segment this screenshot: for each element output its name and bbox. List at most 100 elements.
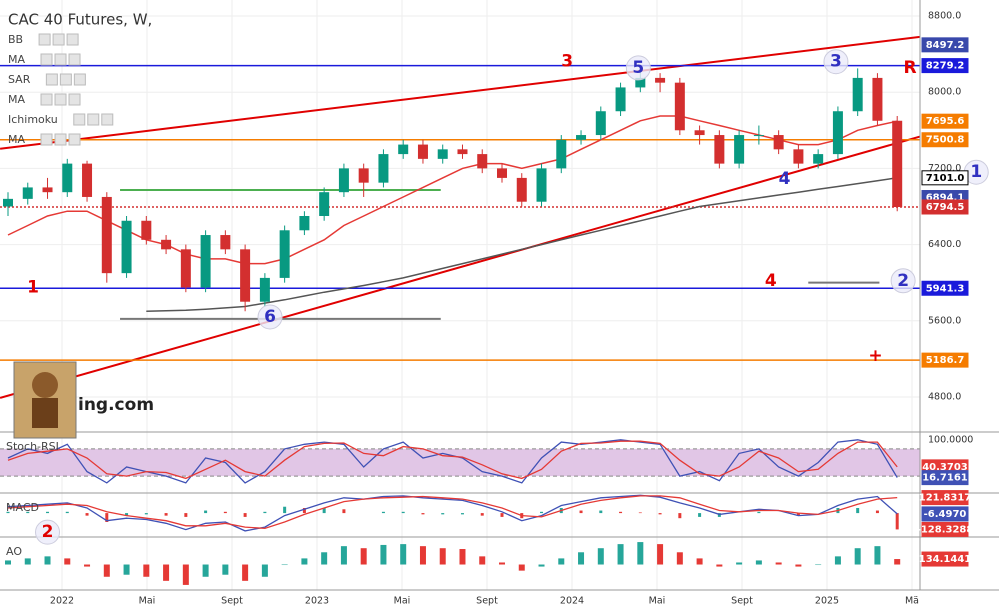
bar	[854, 548, 861, 565]
histogram-bar	[460, 513, 464, 515]
histogram-bar	[184, 513, 188, 517]
panels	[0, 439, 920, 585]
price-label: 8497.2	[926, 40, 965, 51]
bar	[479, 556, 486, 565]
indicator-icon	[68, 133, 81, 146]
line-series	[7, 495, 898, 530]
indicator-label: SAR	[8, 73, 31, 86]
bar	[736, 562, 743, 565]
histogram-bar	[796, 513, 800, 516]
chart-title: CAC 40 Futures, W,	[8, 11, 152, 29]
indicator-icon	[73, 113, 86, 126]
histogram-bar	[401, 511, 405, 514]
y-tick-label: 4800.0	[928, 391, 961, 402]
price-label-box	[921, 506, 969, 522]
indicator-icon	[38, 33, 51, 46]
y-tick-label: 8800.0	[928, 11, 961, 22]
price-label: -6.4970	[924, 509, 967, 520]
histogram-bar	[302, 508, 306, 514]
price-label-box	[921, 490, 969, 506]
candle-body	[714, 135, 725, 164]
candle-body	[635, 77, 646, 88]
price-label: -128.3288	[917, 524, 974, 535]
candle-body	[358, 168, 369, 183]
grid: 2022 Mai Sept 2023 Mai Sept 2024 Mai Sept 2025 Mä	[0, 0, 920, 607]
logo-bear	[32, 372, 58, 398]
histogram-bar	[204, 510, 208, 514]
annotation-circle	[890, 268, 916, 294]
bar	[400, 544, 407, 565]
candle-body	[180, 249, 191, 288]
histogram-bar	[164, 513, 168, 516]
candle-body	[141, 220, 152, 240]
histogram-bar	[638, 512, 642, 514]
bar	[755, 560, 762, 565]
bar	[696, 558, 703, 565]
x-tick-label: Mai	[394, 596, 411, 607]
bar	[676, 552, 683, 565]
candle-body	[378, 154, 389, 183]
indicator-icon	[87, 113, 100, 126]
candle-body	[734, 135, 745, 164]
candle-body	[3, 198, 13, 207]
candle-body	[200, 235, 211, 288]
y-tick-label: 8000.0	[928, 87, 961, 98]
price-label: 5186.7	[926, 355, 965, 366]
annotation: 4	[779, 169, 791, 189]
indicator-icon	[68, 53, 81, 66]
candle-body	[576, 135, 587, 140]
histogram-bar	[125, 513, 129, 516]
x-tick-label: 2025	[815, 596, 839, 607]
histogram-bar	[678, 513, 682, 519]
bar	[538, 564, 545, 567]
candle-body	[477, 154, 488, 169]
annotation: 5	[632, 58, 644, 78]
bar	[874, 546, 881, 565]
indicator-icon	[68, 93, 81, 106]
panel-title: MACD	[6, 501, 39, 514]
bar	[637, 542, 644, 565]
histogram-bar	[85, 513, 89, 516]
price-label-box	[921, 280, 969, 296]
candle-body	[417, 144, 428, 159]
x-tick-label: 2022	[50, 596, 74, 607]
price-label-box	[921, 132, 969, 148]
price-label: 6794.5	[926, 202, 965, 213]
histogram-bar	[658, 513, 662, 515]
histogram-bar	[757, 511, 761, 514]
bar	[301, 558, 308, 565]
histogram-bar	[579, 510, 583, 514]
bar	[123, 564, 130, 575]
bar	[281, 564, 288, 566]
candle-body	[457, 149, 468, 155]
price-label: 7695.6	[926, 116, 965, 127]
annotation: 2	[897, 271, 909, 291]
candle-body	[62, 163, 73, 193]
candle-body	[279, 230, 290, 278]
bar	[894, 559, 901, 565]
histogram-bar	[223, 511, 227, 514]
indicator-label: MA	[8, 93, 25, 106]
band	[0, 448, 920, 477]
histogram-bar	[540, 511, 544, 514]
y-tick-label: 100.0000	[928, 434, 973, 445]
bar	[340, 546, 347, 565]
candle-body	[101, 196, 112, 274]
histogram-bar	[46, 511, 50, 514]
annotation: 2	[42, 522, 54, 542]
bar	[321, 552, 328, 565]
bar	[419, 546, 426, 565]
y-tick-label: 6400.0	[928, 239, 961, 250]
indicator-icon	[54, 93, 67, 106]
histogram-bar	[619, 511, 623, 514]
indicator-icon	[40, 53, 53, 66]
price-label-box	[921, 37, 969, 53]
annotation: 1	[27, 277, 39, 297]
bar	[775, 562, 782, 565]
bar	[657, 544, 664, 565]
annotation: R	[903, 58, 916, 78]
price-label-box	[921, 170, 969, 186]
bar	[182, 564, 189, 585]
annotation-circle	[35, 519, 61, 545]
